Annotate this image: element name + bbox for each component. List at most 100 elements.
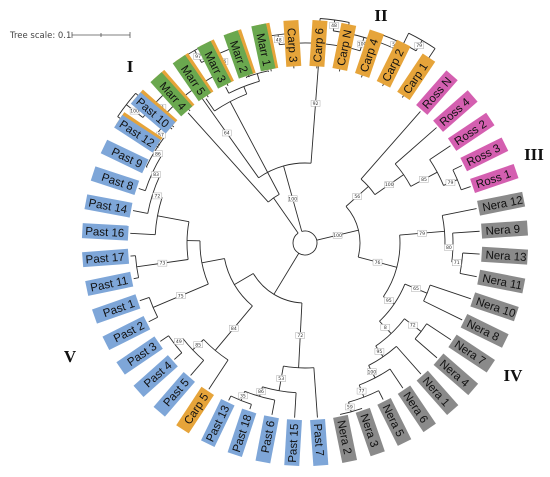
branch-arc (230, 395, 252, 405)
bootstrap-box (384, 297, 394, 304)
branch-arc (333, 30, 394, 49)
bootstrap-box (287, 195, 298, 202)
bootstrap-box (345, 403, 355, 411)
branch (442, 208, 477, 216)
leaf-name: Past 11 (89, 275, 129, 295)
bootstrap-value: 84 (231, 326, 237, 332)
bootstrap-box (176, 292, 186, 299)
leaf-name: Carp 3 (284, 28, 298, 63)
branch (313, 367, 318, 418)
leaf-color-box (376, 39, 411, 88)
leaf-label: Ross 1 (470, 163, 519, 194)
bootstrap-box (352, 193, 362, 200)
branch (190, 360, 205, 376)
leaf-label: Past 17 (82, 248, 130, 268)
leaf-color-box (333, 414, 358, 463)
bootstrap-value: 76 (375, 260, 381, 266)
leaf-color-box (397, 53, 436, 101)
bootstrap-value: 83 (153, 172, 159, 178)
leaf-label: Past 15 (284, 419, 302, 467)
leaf-label: Carp N (332, 22, 357, 71)
leaf-color-box (447, 112, 495, 151)
leaf-label: Nera 3 (355, 407, 385, 457)
leaf-color-box (416, 70, 458, 115)
branch (249, 404, 252, 410)
bootstrap-value: 8 (384, 325, 387, 331)
bootstrap-box (356, 387, 367, 395)
tree-scale-label: Tree scale: 0.1 (9, 31, 71, 41)
bootstrap-value: 57 (158, 133, 164, 139)
bootstrap-value: 79 (416, 43, 422, 49)
bootstrap-box (384, 181, 394, 188)
branch-arc (339, 408, 363, 415)
leaf-label: Nera 10 (470, 292, 519, 322)
leaf-label: Past 11 (85, 271, 134, 296)
bootstrap-value: 48 (331, 23, 337, 29)
bootstrap-value: 97 (195, 54, 201, 60)
bootstrap-value: 71 (454, 260, 460, 266)
clade-label-IV: IV (504, 366, 524, 385)
bootstrap-value: 85 (195, 342, 201, 348)
leaf-label: Carp 6 (309, 19, 328, 67)
bootstrap-box (229, 324, 239, 332)
leaf-name: Past 16 (85, 226, 125, 240)
leaf-color-box (223, 30, 254, 79)
leaf-label: Nera 2 (333, 414, 358, 463)
branch (138, 188, 146, 192)
bootstrap-value: 79 (419, 231, 425, 237)
branch (174, 352, 183, 360)
leaf-color-box (448, 334, 495, 373)
bootstrap-box (295, 332, 305, 339)
leaf-color-box (116, 336, 163, 375)
bootstrap-box (157, 259, 168, 267)
leaf-color-box (114, 114, 161, 153)
clade-label-II: II (374, 6, 388, 25)
leaf-label: Nera 13 (481, 246, 529, 265)
leaf-color-box (150, 72, 193, 117)
branch (461, 186, 471, 191)
bootstrap-box (452, 259, 462, 266)
branch (394, 127, 437, 165)
bootstrap-box (380, 324, 391, 331)
branch (360, 111, 421, 180)
branch-arc (258, 162, 312, 179)
branch (426, 323, 452, 341)
bootstrap-box (310, 100, 321, 107)
branch (271, 400, 276, 415)
branch (429, 145, 451, 160)
clade-label-I: I (127, 57, 134, 76)
branch-arc (383, 235, 401, 297)
bootstrap-value: 48 (276, 37, 282, 43)
bootstrap-box (374, 348, 385, 355)
bootstrap-box (193, 341, 203, 348)
bootstrap-value: 100 (367, 369, 376, 375)
bootstrap-value: 100 (288, 196, 297, 202)
leaf-color-box (481, 220, 529, 239)
bootstrap-value: 85 (421, 177, 427, 183)
leaf-label: Past 1 (92, 294, 141, 324)
bootstrap-value: 79 (448, 180, 454, 186)
leaf-name: Nera 11 (481, 273, 523, 292)
branch (160, 335, 169, 342)
bootstrap-box (419, 176, 429, 183)
branch (294, 392, 297, 418)
leaf-color-box (477, 269, 526, 294)
bootstrap-box (151, 171, 161, 178)
leaf-color-box (354, 29, 385, 78)
leaf-color-box (82, 248, 130, 268)
leaf-name: Carp 6 (312, 28, 326, 63)
bootstrap-box (445, 179, 456, 186)
leaf-color-box (332, 22, 357, 71)
bootstrap-value: 53 (278, 376, 284, 382)
bootstrap-box (332, 231, 343, 239)
branch (429, 284, 472, 300)
bootstrap-value: 75 (178, 293, 184, 299)
leaf-color-box (460, 314, 509, 348)
bootstrap-value: 35 (240, 393, 246, 399)
branch (243, 86, 248, 95)
bootstrap-box (444, 244, 454, 251)
bootstrap-values: 1009197866448487955100921007985100567180… (129, 22, 462, 411)
branch-arc (408, 32, 436, 49)
leaf-label: Past 16 (81, 223, 129, 241)
leaf-label: Nera 9 (481, 220, 529, 239)
